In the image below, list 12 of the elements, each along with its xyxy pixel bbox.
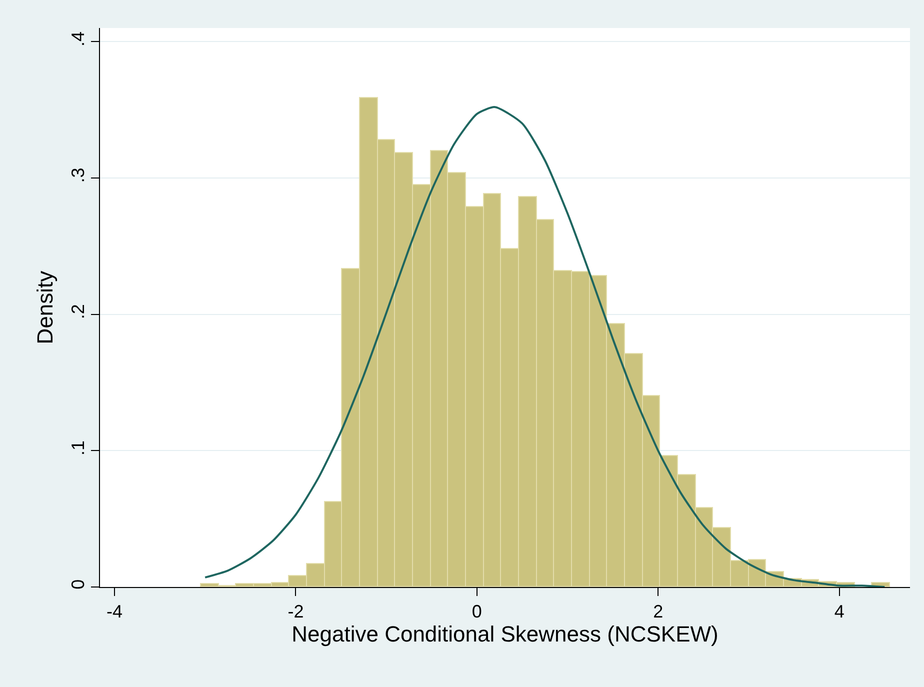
y-tick-label: .4 (68, 31, 88, 46)
y-tick-label: .2 (68, 304, 88, 320)
y-tick-label: .3 (68, 168, 88, 183)
x-axis-title: Negative Conditional Skewness (NCSKEW) (292, 622, 718, 647)
y-axis-title: Density (32, 270, 58, 344)
x-tick-label: -2 (288, 602, 304, 622)
x-tick-label: 0 (472, 602, 482, 622)
x-tick-label: 4 (834, 602, 844, 622)
y-tick-label: 0 (68, 579, 88, 590)
x-tick-label: 2 (653, 602, 664, 622)
x-tick-label: -4 (106, 602, 123, 622)
y-tick-label: .1 (68, 440, 88, 456)
